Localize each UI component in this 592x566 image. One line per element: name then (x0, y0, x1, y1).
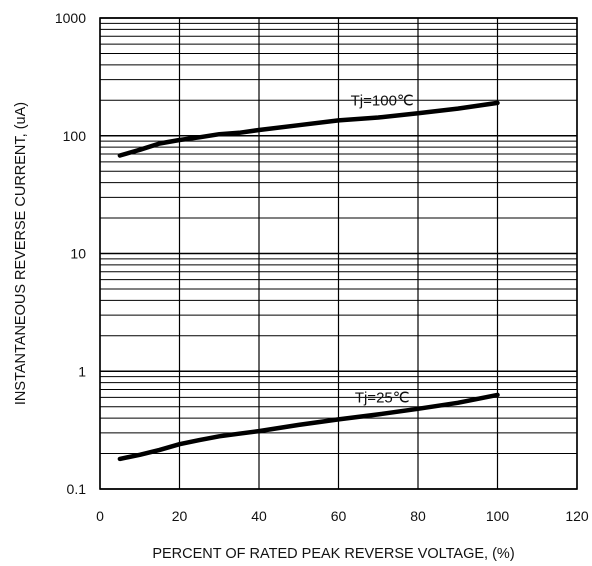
y-tick-label: 100 (63, 128, 87, 144)
x-tick-label: 120 (565, 508, 589, 524)
x-axis-title: PERCENT OF RATED PEAK REVERSE VOLTAGE, (… (152, 546, 514, 562)
series-line (117, 100, 500, 158)
series-lines (117, 100, 500, 462)
y-tick-label: 0.1 (67, 481, 87, 497)
series-label: Tj=25℃ (355, 389, 410, 406)
y-tick-label: 1 (78, 363, 86, 379)
series-line (117, 392, 500, 462)
y-tick-labels: 0.1 1 10 100 1000 (55, 10, 86, 497)
x-tick-label: 80 (410, 508, 426, 524)
x-tick-label: 60 (331, 508, 347, 524)
y-tick-label: 10 (70, 246, 86, 262)
x-tick-labels: 0 20 40 60 80 100 120 (96, 508, 589, 524)
y-axis-title: INSTANTANEOUS REVERSE CURRENT, (uA) (13, 102, 29, 405)
series-label: Tj=100℃ (351, 92, 414, 109)
x-tick-label: 40 (251, 508, 267, 524)
y-tick-label: 1000 (55, 10, 86, 26)
x-tick-label: 0 (96, 508, 104, 524)
x-tick-label: 100 (486, 508, 510, 524)
series-labels: Tj=100℃ Tj=25℃ (351, 92, 414, 406)
x-tick-label: 20 (172, 508, 188, 524)
plot-frame (99, 17, 578, 490)
